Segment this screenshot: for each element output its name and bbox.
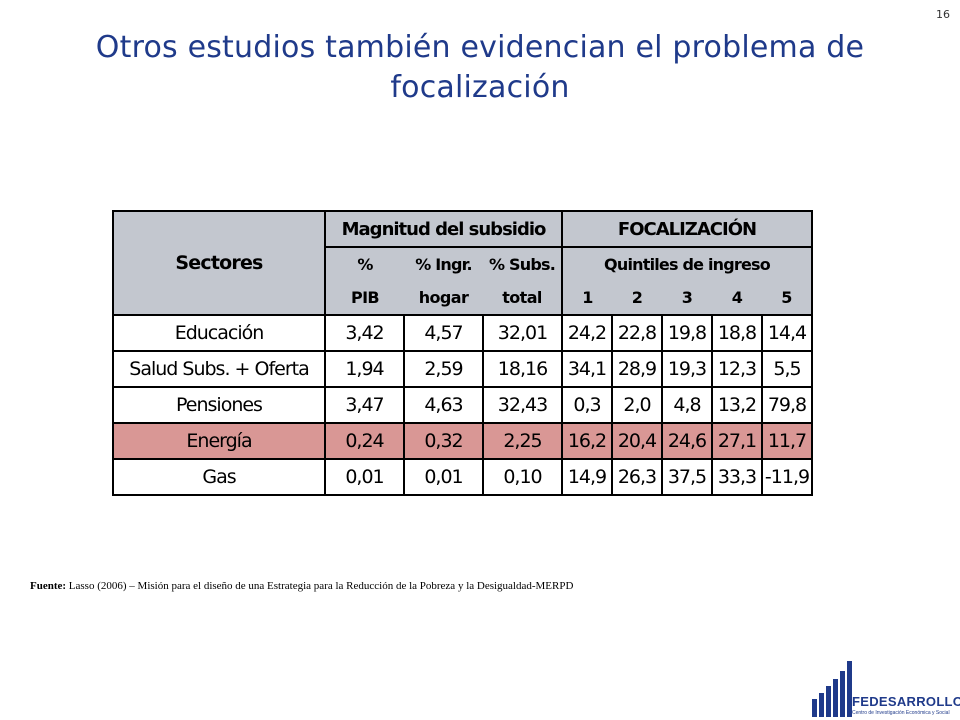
slide-title-line1: Otros estudios también evidencian el pro… bbox=[95, 30, 865, 65]
cell: 5,5 bbox=[761, 350, 813, 388]
row-sector: Gas bbox=[112, 458, 326, 496]
cell: 14,9 bbox=[561, 458, 613, 496]
cell: 24,2 bbox=[561, 314, 613, 352]
header-quintile-4: 4 bbox=[712, 281, 762, 316]
cell: 4,8 bbox=[661, 386, 713, 424]
header-quintiles: Quintiles de ingreso bbox=[561, 247, 813, 281]
cell: 13,2 bbox=[711, 386, 763, 424]
page-number: 16 bbox=[936, 8, 950, 21]
cell: 1,94 bbox=[324, 350, 405, 388]
header-quintile-2: 2 bbox=[612, 281, 662, 316]
source-text: Lasso (2006) – Misión para el diseño de … bbox=[68, 580, 574, 592]
cell: 32,43 bbox=[482, 386, 563, 424]
cell: 3,42 bbox=[324, 314, 405, 352]
logo-text: FEDESARROLLO bbox=[852, 694, 960, 709]
cell: 2,0 bbox=[611, 386, 663, 424]
row-sector: Salud Subs. + Oferta bbox=[112, 350, 326, 388]
cell: 79,8 bbox=[761, 386, 813, 424]
cell: 32,01 bbox=[482, 314, 563, 352]
header-focalizacion: FOCALIZACIÓN bbox=[561, 210, 813, 248]
cell: 2,25 bbox=[482, 422, 563, 460]
header-sectores: Sectores bbox=[112, 210, 326, 316]
cell: 19,3 bbox=[661, 350, 713, 388]
source-label: Fuente: bbox=[30, 580, 67, 592]
cell: 0,3 bbox=[561, 386, 613, 424]
cell: 33,3 bbox=[711, 458, 763, 496]
cell: 16,2 bbox=[561, 422, 613, 460]
table-row: Pensiones 3,47 4,63 32,43 0,3 2,0 4,8 13… bbox=[112, 386, 813, 424]
cell: 0,01 bbox=[403, 458, 484, 496]
table-row: Educación 3,42 4,57 32,01 24,2 22,8 19,8… bbox=[112, 314, 813, 352]
table-row-highlighted: Energía 0,24 0,32 2,25 16,2 20,4 24,6 27… bbox=[112, 422, 813, 460]
cell: 22,8 bbox=[611, 314, 663, 352]
header-magnitud: Magnitud del subsidio bbox=[324, 210, 563, 248]
cell: 12,3 bbox=[711, 350, 763, 388]
cell: 34,1 bbox=[561, 350, 613, 388]
table-row: Salud Subs. + Oferta 1,94 2,59 18,16 34,… bbox=[112, 350, 813, 388]
cell: 0,01 bbox=[324, 458, 405, 496]
header-quintile-5: 5 bbox=[762, 281, 813, 316]
cell: 20,4 bbox=[611, 422, 663, 460]
header-col2-top: % Ingr. bbox=[404, 247, 483, 281]
header-quintile-1: 1 bbox=[561, 281, 612, 316]
header-col1-top: % bbox=[324, 247, 404, 281]
row-sector: Educación bbox=[112, 314, 326, 352]
cell: 11,7 bbox=[761, 422, 813, 460]
header-col3-bottom: total bbox=[483, 281, 563, 316]
cell: 37,5 bbox=[661, 458, 713, 496]
header-col3-top: % Subs. bbox=[483, 247, 563, 281]
cell: 18,16 bbox=[482, 350, 563, 388]
cell: 2,59 bbox=[403, 350, 484, 388]
cell: 28,9 bbox=[611, 350, 663, 388]
cell: 3,47 bbox=[324, 386, 405, 424]
header-col1-bottom: PIB bbox=[324, 281, 404, 316]
cell: 4,63 bbox=[403, 386, 484, 424]
slide-title: Otros estudios también evidencian el pro… bbox=[0, 28, 960, 108]
cell: 4,57 bbox=[403, 314, 484, 352]
slide-title-line2: focalización bbox=[390, 70, 570, 105]
subsidy-table: Sectores Magnitud del subsidio FOCALIZAC… bbox=[112, 210, 813, 496]
cell: -11,9 bbox=[761, 458, 813, 496]
table-row: Gas 0,01 0,01 0,10 14,9 26,3 37,5 33,3 -… bbox=[112, 458, 813, 496]
source-note: Fuente: Lasso (2006) – Misión para el di… bbox=[30, 580, 573, 592]
cell: 18,8 bbox=[711, 314, 763, 352]
logo-subtext: Centro de Investigación Económica y Soci… bbox=[852, 710, 950, 716]
cell: 0,24 bbox=[324, 422, 405, 460]
fedesarrollo-logo-icon bbox=[812, 661, 852, 717]
cell: 14,4 bbox=[761, 314, 813, 352]
header-quintile-3: 3 bbox=[662, 281, 712, 316]
cell: 19,8 bbox=[661, 314, 713, 352]
cell: 24,6 bbox=[661, 422, 713, 460]
cell: 26,3 bbox=[611, 458, 663, 496]
cell: 0,32 bbox=[403, 422, 484, 460]
header-col2-bottom: hogar bbox=[404, 281, 483, 316]
cell: 0,10 bbox=[482, 458, 563, 496]
cell: 27,1 bbox=[711, 422, 763, 460]
row-sector: Pensiones bbox=[112, 386, 326, 424]
row-sector: Energía bbox=[112, 422, 326, 460]
subsidy-table-container: Sectores Magnitud del subsidio FOCALIZAC… bbox=[112, 210, 813, 496]
